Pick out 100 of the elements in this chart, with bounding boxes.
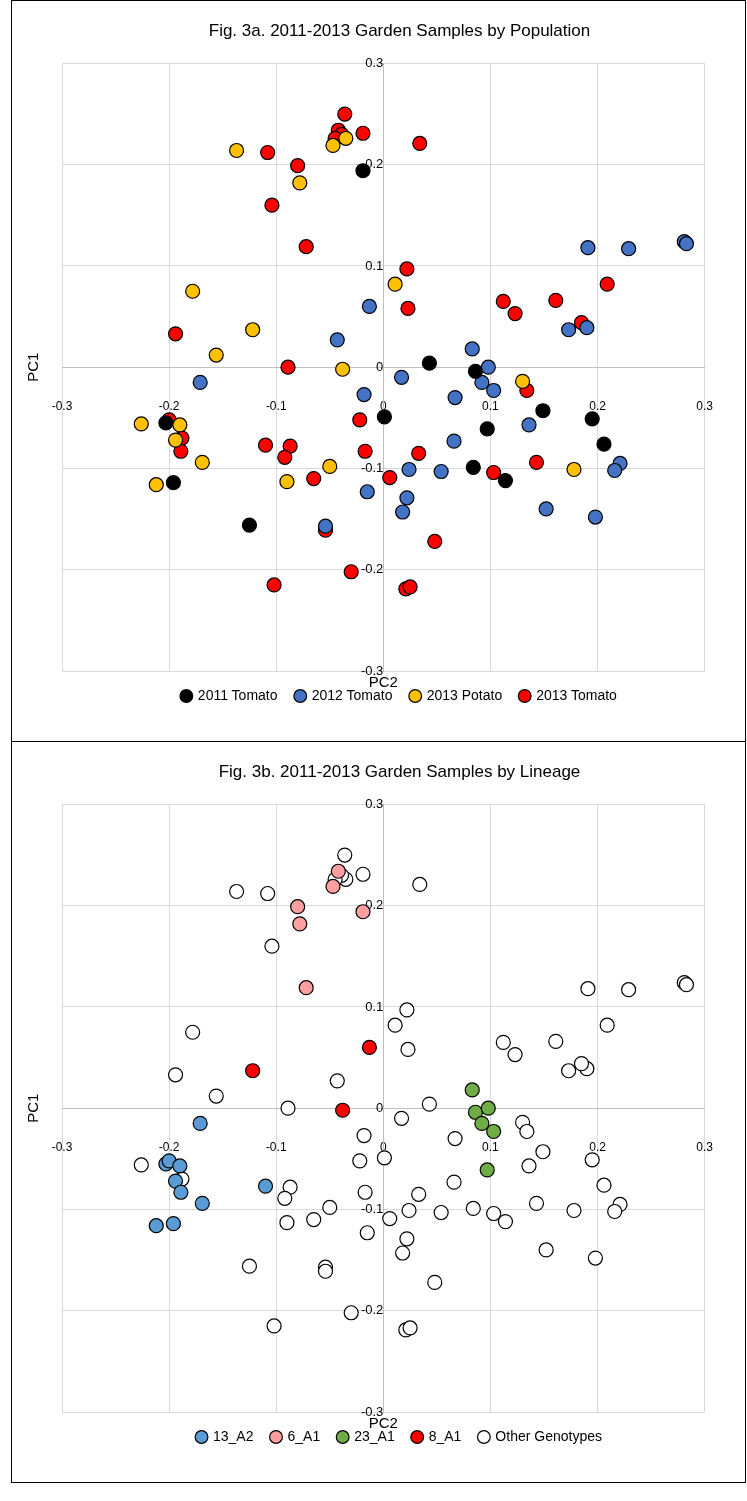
point bbox=[486, 1123, 502, 1139]
legend-label: 2011 Tomato bbox=[197, 686, 278, 703]
y-tick-label: -0.3 bbox=[360, 1403, 384, 1419]
point bbox=[599, 276, 615, 292]
point bbox=[433, 463, 449, 480]
point bbox=[241, 517, 258, 533]
point bbox=[421, 355, 437, 371]
y-tick-label: 0.1 bbox=[365, 257, 384, 273]
y-axis-title: PC1 bbox=[24, 352, 42, 382]
point bbox=[607, 462, 623, 479]
point bbox=[447, 389, 463, 406]
point bbox=[192, 1115, 208, 1131]
chart-title: Fig. 3b. 2011-2013 Garden Samples by Lineage bbox=[218, 761, 581, 781]
x-tick-label: 0.3 bbox=[696, 398, 714, 413]
point bbox=[338, 130, 354, 146]
point bbox=[292, 915, 308, 931]
point bbox=[399, 490, 415, 506]
point bbox=[245, 322, 261, 338]
x-tick-label: -0.1 bbox=[265, 1139, 287, 1154]
point bbox=[306, 470, 322, 487]
point bbox=[579, 320, 595, 336]
point bbox=[329, 332, 345, 348]
point bbox=[208, 347, 224, 363]
point bbox=[402, 579, 418, 595]
legend-label: Other Genotypes bbox=[495, 1427, 602, 1444]
legend-label: 13_A2 bbox=[213, 1427, 254, 1444]
point bbox=[361, 298, 378, 315]
point bbox=[335, 1102, 351, 1118]
point bbox=[486, 464, 502, 481]
point bbox=[387, 276, 403, 292]
point bbox=[264, 197, 280, 213]
point bbox=[337, 106, 353, 122]
x-tick-label: 0.1 bbox=[482, 398, 500, 413]
point bbox=[566, 461, 582, 478]
legend-label: 2013 Potato bbox=[426, 686, 503, 703]
x-tick-label: 0.3 bbox=[696, 1139, 714, 1154]
point bbox=[257, 437, 274, 453]
point bbox=[538, 501, 554, 517]
point bbox=[464, 1081, 480, 1098]
point bbox=[298, 979, 314, 995]
point bbox=[173, 1184, 189, 1200]
point bbox=[495, 293, 511, 309]
x-tick-label: -0.2 bbox=[158, 1139, 180, 1154]
point bbox=[399, 261, 415, 277]
point bbox=[335, 361, 351, 377]
point bbox=[165, 1215, 181, 1231]
point bbox=[172, 1157, 188, 1174]
point bbox=[382, 469, 398, 486]
point bbox=[486, 382, 502, 399]
x-tick-label: -0.3 bbox=[51, 398, 73, 413]
point bbox=[167, 326, 184, 342]
point bbox=[148, 1217, 164, 1233]
point bbox=[279, 474, 295, 490]
y-tick-label: -0.1 bbox=[360, 460, 384, 476]
point bbox=[446, 433, 462, 449]
legend-label: 8_A1 bbox=[428, 1427, 462, 1444]
point bbox=[290, 158, 306, 174]
y-tick-label: 0 bbox=[376, 1099, 384, 1115]
x-tick-label: -0.1 bbox=[265, 398, 287, 413]
x-tick-label: -0.3 bbox=[51, 1139, 73, 1154]
point bbox=[330, 863, 346, 879]
point bbox=[480, 1100, 496, 1116]
point bbox=[395, 504, 411, 520]
point bbox=[400, 300, 416, 317]
x-tick-label: 0.2 bbox=[589, 398, 607, 413]
point bbox=[343, 564, 359, 580]
point bbox=[480, 359, 496, 375]
point bbox=[148, 477, 164, 493]
point bbox=[357, 443, 373, 459]
point bbox=[393, 369, 410, 385]
point bbox=[474, 374, 490, 390]
point bbox=[361, 1039, 378, 1055]
point bbox=[167, 432, 184, 448]
point bbox=[474, 1115, 490, 1131]
legend-label: 23_A1 bbox=[354, 1427, 395, 1444]
point bbox=[584, 411, 600, 427]
point bbox=[257, 1178, 274, 1194]
x-tick-label: 0.1 bbox=[482, 1139, 500, 1154]
point bbox=[266, 577, 282, 593]
legend-label: 2013 Tomato bbox=[536, 686, 618, 703]
point bbox=[356, 386, 372, 403]
point bbox=[497, 473, 514, 489]
point bbox=[359, 484, 375, 500]
point bbox=[401, 461, 417, 478]
point bbox=[245, 1062, 261, 1078]
point bbox=[427, 533, 443, 549]
point bbox=[507, 305, 523, 322]
point bbox=[621, 241, 637, 257]
point bbox=[317, 518, 334, 534]
y-axis-title: PC1 bbox=[24, 1093, 42, 1123]
point bbox=[352, 412, 368, 428]
y-tick-label: 0.3 bbox=[365, 54, 384, 70]
point bbox=[277, 449, 293, 465]
x-tick-label: -0.2 bbox=[158, 398, 180, 413]
point bbox=[165, 475, 181, 491]
point bbox=[194, 454, 210, 470]
point bbox=[580, 240, 596, 256]
y-tick-label: -0.1 bbox=[360, 1200, 384, 1216]
point bbox=[260, 144, 276, 161]
y-tick-label: -0.2 bbox=[360, 561, 384, 577]
